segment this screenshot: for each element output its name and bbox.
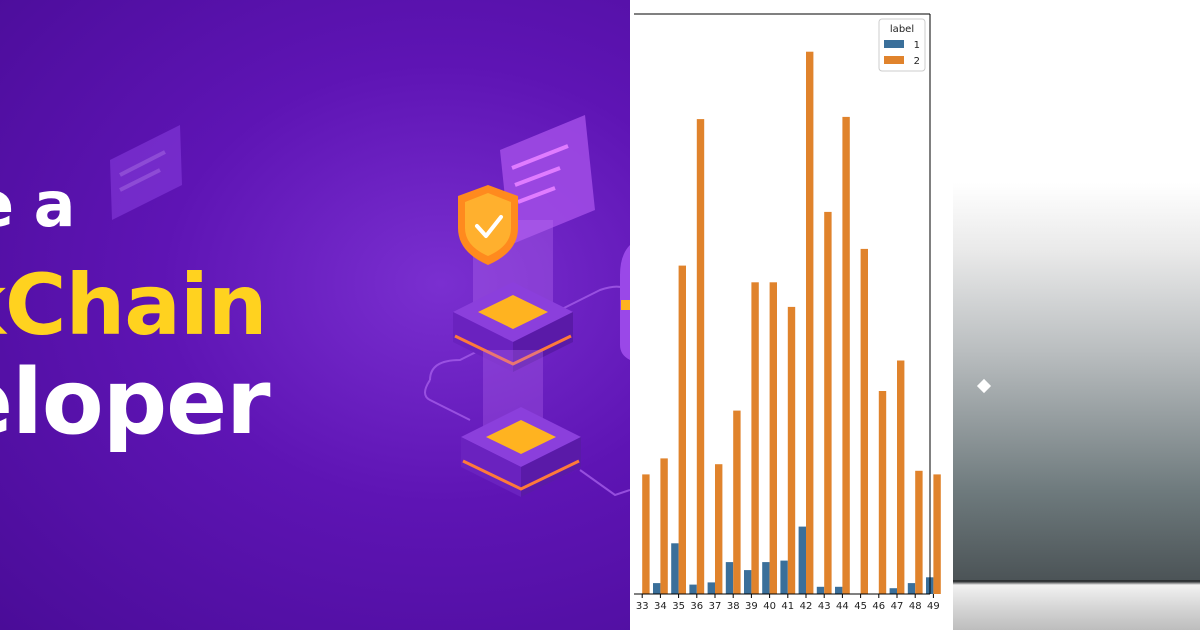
x-tick-label: 43 — [818, 601, 831, 612]
x-tick-label: 34 — [654, 601, 667, 612]
diamond-marker — [976, 378, 992, 394]
x-tick-label: 47 — [891, 601, 904, 612]
bar-37-label-2 — [715, 464, 723, 594]
bar-44-label-2 — [842, 116, 850, 595]
bar-42-label-2 — [806, 51, 814, 594]
headline-line-1: e a — [0, 168, 75, 241]
x-tick-label: 39 — [745, 601, 758, 612]
legend: label 1 2 — [878, 18, 926, 72]
card-line — [119, 168, 161, 192]
x-tick-label: 37 — [709, 601, 722, 612]
x-tick-label: 35 — [672, 601, 685, 612]
connector-line — [579, 469, 630, 497]
x-tick-label: 38 — [727, 601, 740, 612]
x-tick-label: 44 — [836, 601, 849, 612]
bar-45-label-2 — [860, 248, 868, 594]
bars-group — [642, 51, 941, 595]
legend-title: label — [890, 24, 914, 35]
legend-swatch-2 — [884, 56, 904, 64]
bar-33-label-2 — [642, 474, 650, 594]
bar-43-label-2 — [824, 211, 832, 594]
bar-41-label-2 — [787, 306, 796, 594]
bar-chart: 33 34 35 36 37 38 39 40 41 42 43 44 45 46 47 48 49 label… — [634, 13, 941, 612]
light-beam — [483, 350, 543, 430]
bar-40-label-2 — [769, 282, 777, 595]
connector-line — [424, 379, 471, 421]
checkmark-icon — [475, 215, 503, 238]
bar-41-label-1 — [780, 560, 788, 594]
x-tick-label: 42 — [800, 601, 813, 612]
bar-48-label-1 — [907, 583, 916, 594]
blockchain-illustration — [110, 115, 630, 497]
bar-39-label-1 — [744, 570, 752, 594]
blockchain-banner: e a kChain eloper — [0, 0, 630, 630]
headline-line-2: kChain — [0, 256, 268, 354]
gradient-side-panel — [953, 0, 1200, 630]
bar-40-label-1 — [762, 562, 770, 594]
floating-card-right — [500, 115, 595, 245]
bar-36-label-1 — [689, 584, 697, 594]
card-line — [514, 166, 561, 187]
bar-37-label-1 — [707, 582, 715, 594]
x-tick-label: 48 — [909, 601, 922, 612]
bar-34-label-1 — [653, 583, 661, 594]
stack-block-bottom — [461, 407, 581, 497]
x-tick-label: 45 — [854, 601, 867, 612]
legend-label-1: 1 — [914, 40, 920, 51]
x-tick-label: 49 — [927, 601, 940, 612]
bar-38-label-1 — [725, 562, 734, 594]
bar-49-label-2 — [933, 474, 941, 594]
bar-chart-panel: 33 34 35 36 37 38 39 40 41 42 43 44 45 46 47 48 49 label… — [630, 0, 953, 630]
legend-label-2: 2 — [914, 56, 920, 67]
card-line — [119, 150, 166, 177]
card-line — [517, 186, 556, 204]
bar-48-label-2 — [915, 470, 923, 595]
bar-35-label-1 — [671, 543, 679, 595]
bar-36-label-2 — [696, 119, 705, 594]
x-tick-label: 36 — [690, 601, 703, 612]
card-line — [511, 144, 569, 170]
cylinder-band — [621, 300, 630, 310]
bar-39-label-2 — [751, 282, 759, 595]
bar-47-label-1 — [889, 588, 897, 594]
bar-47-label-2 — [897, 360, 905, 594]
bar-43-label-1 — [816, 586, 825, 595]
x-tick-label: 33 — [636, 601, 649, 612]
bar-34-label-2 — [660, 458, 668, 594]
bar-35-label-2 — [678, 265, 686, 594]
x-ticks-group: 33 34 35 36 37 38 39 40 41 42 43 44 45 46 47 48 49 — [636, 594, 940, 612]
bottom-band — [953, 580, 1200, 630]
headline-line-3: eloper — [0, 350, 271, 455]
x-tick-label: 40 — [763, 601, 776, 612]
bar-38-label-2 — [733, 410, 741, 594]
bar-44-label-1 — [835, 586, 843, 595]
floating-card-left — [110, 125, 182, 220]
bar-42-label-1 — [798, 526, 806, 594]
legend-swatch-1 — [884, 40, 904, 48]
bar-46-label-2 — [878, 391, 887, 594]
x-tick-label: 46 — [872, 601, 885, 612]
stack-block-top — [453, 282, 573, 372]
shield-inner — [465, 193, 511, 256]
x-tick-label: 41 — [781, 601, 794, 612]
